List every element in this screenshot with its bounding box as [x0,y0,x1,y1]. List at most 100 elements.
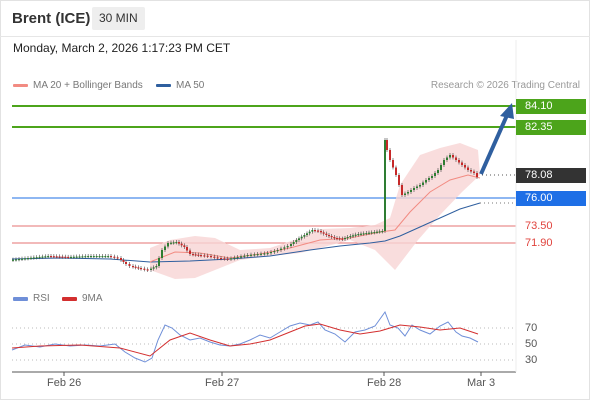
bullish-candle [344,238,346,240]
bearish-candle [317,230,319,232]
bullish-candle [18,259,20,261]
bearish-candle [322,232,325,234]
bullish-candle [352,235,354,237]
bullish-candle [280,248,282,250]
bullish-candle [150,268,152,270]
bearish-candle [50,256,52,258]
x-label-feb27: Feb 27 [205,377,240,389]
bullish-candle [84,256,87,258]
bullish-candle [425,180,427,183]
bullish-candle [161,250,163,258]
bearish-candle [325,233,328,235]
legend-ma50[interactable]: MA 50 [156,80,204,92]
bearish-candle [206,255,209,257]
bullish-candle [90,256,92,258]
bullish-candle [256,254,259,256]
timeframe-button[interactable]: 30 MIN [92,7,145,30]
bullish-candle [21,258,23,260]
x-label-feb28: Feb 28 [367,377,402,389]
bullish-candle [410,190,412,192]
bullish-candle [78,256,81,258]
bearish-candle [120,258,122,260]
bullish-candle [362,233,365,235]
projection-arrow [479,112,510,175]
bullish-candle [360,233,362,235]
bullish-candle [443,160,445,165]
bearish-candle [113,256,116,258]
bearish-candle [336,238,338,240]
bearish-candle [137,267,140,269]
bullish-candle [354,234,357,236]
bullish-candle [416,186,418,188]
bullish-candle [87,256,90,258]
bullish-candle [413,188,415,190]
bullish-candle [407,192,409,194]
bullish-candle [260,253,262,255]
timestamp: Monday, March 2, 2026 1:17:23 PM CET [13,41,231,55]
bearish-candle [200,255,202,257]
bullish-candle [404,193,406,195]
bullish-candle [24,258,26,260]
current-price-label: 78.08 [516,168,586,183]
bullish-candle [246,255,249,257]
bearish-candle [143,268,146,270]
bearish-candle [341,238,344,240]
bearish-candle [178,242,180,244]
bullish-candle [70,256,72,259]
target1-label: 82.35 [516,120,586,135]
bearish-candle [64,256,67,258]
bullish-candle [370,232,373,234]
bullish-candle [47,256,50,258]
bearish-candle [398,175,400,185]
bearish-candle [473,171,475,173]
bearish-candle [125,262,127,264]
bearish-candle [116,257,119,259]
rsi-line [11,310,479,363]
bullish-candle [306,233,308,235]
legend-ma20[interactable]: MA 20 + Bollinger Bands [13,80,143,92]
bearish-candle [395,167,397,175]
bullish-candle [381,231,384,233]
bearish-candle [183,245,186,247]
bullish-candle [236,257,239,259]
bearish-candle [134,266,137,268]
rsi-ma-legend-label: 9MA [82,293,103,304]
rsi-ma-swatch [62,297,77,301]
bullish-candle [75,256,78,258]
bullish-candle [27,258,29,260]
bearish-candle [386,140,388,150]
bearish-candle [110,256,112,258]
x-label-feb26: Feb 26 [47,377,82,389]
ma20-label: MA 20 + Bollinger Bands [33,80,143,91]
bullish-candle [273,251,276,253]
bullish-candle [349,236,352,238]
rsi-level-50: 50 [525,338,538,350]
bearish-candle [132,266,134,268]
bearish-candle [197,254,200,256]
bullish-candle [422,182,424,185]
bearish-candle [180,243,183,246]
bullish-candle [428,178,430,180]
bearish-candle [392,160,394,168]
ma20-swatch [13,83,28,87]
bearish-candle [314,230,316,232]
bullish-candle [270,252,272,254]
bullish-candle [240,256,242,258]
bearish-candle [203,255,206,257]
bullish-candle [266,253,269,255]
arrow-head [500,103,514,119]
header-bar: Brent (ICE) 30 MIN [0,0,590,37]
bullish-candle [30,257,32,259]
bullish-candle [276,250,279,252]
bearish-candle [338,238,341,240]
bearish-candle [220,258,222,260]
bullish-candle [92,256,95,258]
bearish-candle [216,257,219,259]
bullish-candle [431,176,433,178]
bullish-candle [230,258,232,260]
bearish-candle [55,256,58,258]
bearish-candle [333,237,336,239]
bearish-candle [192,254,194,256]
bearish-candle [476,173,478,177]
